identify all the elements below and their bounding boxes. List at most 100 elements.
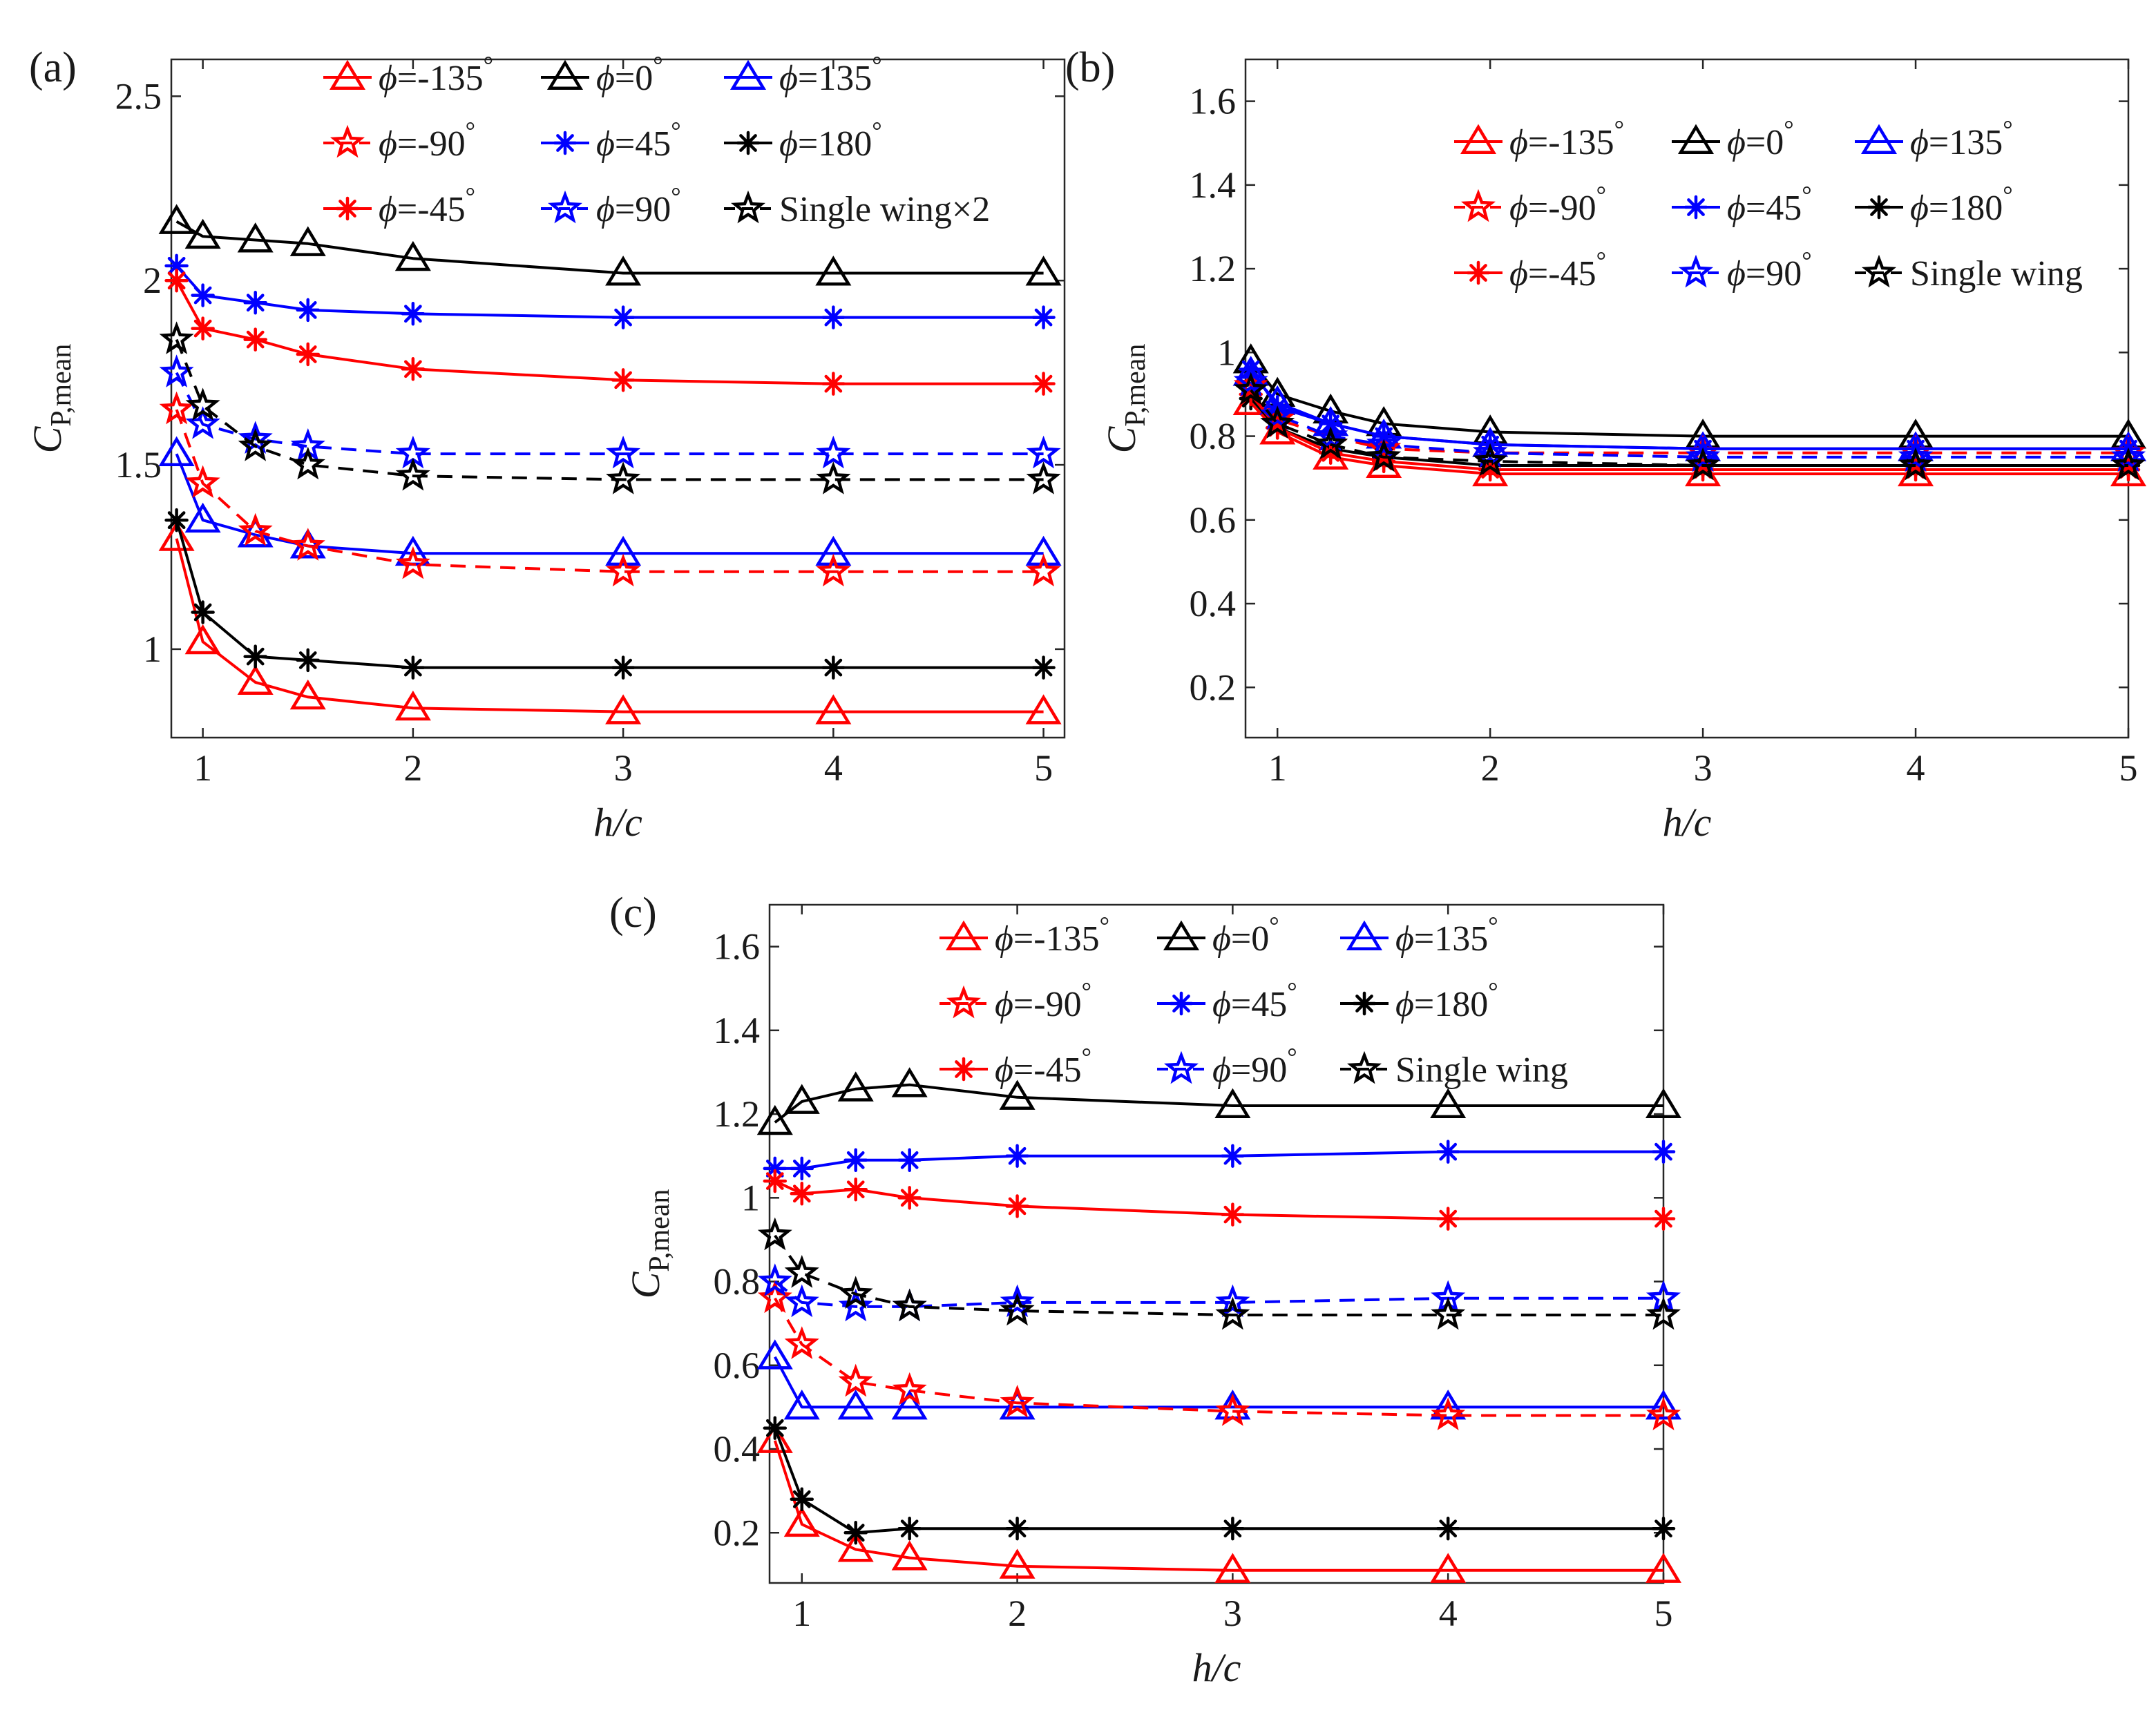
- series-line: [774, 1234, 1663, 1316]
- data-point: [999, 1390, 1036, 1420]
- data-point: [892, 1372, 927, 1405]
- legend-degree: °: [1802, 181, 1811, 209]
- legend-marker: [1346, 920, 1383, 950]
- legend-label: ϕ=0°: [1727, 115, 1794, 162]
- x-tick-label: 2: [1481, 747, 1500, 789]
- data-point: [243, 327, 267, 352]
- data-point: [1651, 1516, 1676, 1541]
- chart-panel: 1 2 3 4 5 0.2 0.4 0.6 0.8 1 1.2 1.4 1.6 h/c CP,mean (b)…: [1065, 44, 2147, 845]
- data-point: [843, 1521, 868, 1545]
- y-tick-label: 1.4: [1190, 164, 1237, 206]
- legend-label: ϕ=180°: [1395, 977, 1498, 1024]
- data-point: [821, 305, 846, 329]
- legend-value: =0: [1231, 919, 1269, 959]
- y-axis-label-main: C: [1099, 425, 1144, 453]
- data-point: [816, 435, 851, 469]
- legend-value: =-90: [397, 124, 466, 164]
- legend-symbol: ϕ: [1509, 189, 1528, 228]
- legend-value: =135: [1929, 123, 2003, 162]
- data-point: [837, 1532, 874, 1562]
- data-point: [891, 1067, 928, 1097]
- data-point: [401, 302, 426, 326]
- data-point: [1031, 372, 1056, 396]
- legend-marker: [1678, 254, 1714, 288]
- series-line: [175, 538, 1044, 713]
- plot-frame: [170, 58, 1066, 739]
- data-point: [1430, 1088, 1467, 1118]
- legend-symbol: ϕ: [596, 190, 615, 229]
- legend-degree: °: [484, 51, 493, 79]
- legend-marker: [1861, 254, 1897, 288]
- series: [158, 436, 1062, 566]
- x-tick-label: 5: [1034, 747, 1053, 789]
- series: [757, 1217, 1681, 1330]
- data-point: [243, 290, 267, 315]
- legend-degree: °: [872, 51, 881, 79]
- data-point: [892, 1288, 927, 1322]
- data-point: [611, 368, 636, 392]
- series: [164, 253, 1056, 329]
- legend-label: ϕ=-45°: [379, 182, 475, 229]
- x-tick-label: 3: [1694, 747, 1713, 789]
- data-point: [1214, 1088, 1251, 1118]
- data-point: [1645, 1088, 1682, 1118]
- legend-label: ϕ=0°: [1212, 912, 1279, 959]
- series: [158, 204, 1062, 286]
- x-tick-label: 3: [1223, 1593, 1242, 1634]
- data-point: [158, 204, 195, 234]
- data-point: [1898, 439, 1934, 472]
- legend: ϕ=-135° ϕ=0° ϕ=135°ϕ=-90° ϕ=45° ϕ=180°ϕ=-45°…: [1454, 115, 2083, 294]
- data-point: [1000, 1284, 1035, 1318]
- x-tick-label: 2: [403, 747, 422, 789]
- data-point: [784, 1255, 819, 1288]
- data-point: [897, 1186, 922, 1210]
- legend-value: =-45: [1013, 1050, 1082, 1090]
- data-point: [837, 1390, 874, 1420]
- legend-degree: °: [1488, 977, 1498, 1005]
- y-axis-label-main: C: [25, 425, 70, 453]
- legend-symbol: ϕ: [779, 124, 798, 164]
- legend-value: Single wing: [1910, 254, 2083, 294]
- legend-marker: [330, 124, 365, 158]
- data-point: [838, 1288, 873, 1322]
- legend-label: ϕ=45°: [1727, 181, 1812, 228]
- series: [1233, 367, 2146, 468]
- data-point: [1031, 655, 1056, 680]
- legend-degree: °: [671, 182, 680, 210]
- data-point: [1371, 424, 1396, 448]
- data-point: [1215, 1284, 1250, 1318]
- data-point: [296, 342, 321, 367]
- data-point: [1686, 447, 1721, 481]
- y-tick-label: 1.4: [714, 1010, 761, 1051]
- data-point: [237, 222, 274, 253]
- series: [164, 268, 1056, 396]
- panel-label: (c): [609, 890, 657, 937]
- legend-marker: [946, 985, 982, 1019]
- legend-value: Single wing×2: [779, 190, 990, 229]
- data-point: [1313, 418, 1348, 451]
- data-point: [1005, 1516, 1029, 1541]
- data-point: [184, 502, 221, 533]
- data-point: [790, 1182, 814, 1206]
- data-point: [164, 253, 189, 278]
- data-point: [1435, 1207, 1460, 1231]
- data-point: [1435, 1516, 1460, 1541]
- legend-value: =-135: [1013, 919, 1100, 959]
- legend-degree: °: [671, 117, 680, 144]
- series-line: [175, 372, 1044, 456]
- data-point: [1215, 1296, 1250, 1330]
- series-line: [773, 1440, 1663, 1572]
- legend-symbol: ϕ: [1395, 985, 1414, 1024]
- data-point: [999, 1079, 1036, 1110]
- x-tick-label: 1: [1268, 747, 1287, 789]
- data-point: [1473, 443, 1508, 477]
- series: [159, 391, 1061, 587]
- legend-degree: °: [2003, 181, 2012, 209]
- x-tick-label: 1: [792, 1593, 811, 1634]
- y-axis-label: CP,mean: [623, 1189, 676, 1299]
- y-axis-label-sub: P,mean: [644, 1189, 676, 1272]
- legend-marker: [1163, 920, 1200, 950]
- x-tick-label: 5: [1654, 1593, 1673, 1634]
- data-point: [289, 226, 326, 256]
- data-point: [838, 1276, 873, 1309]
